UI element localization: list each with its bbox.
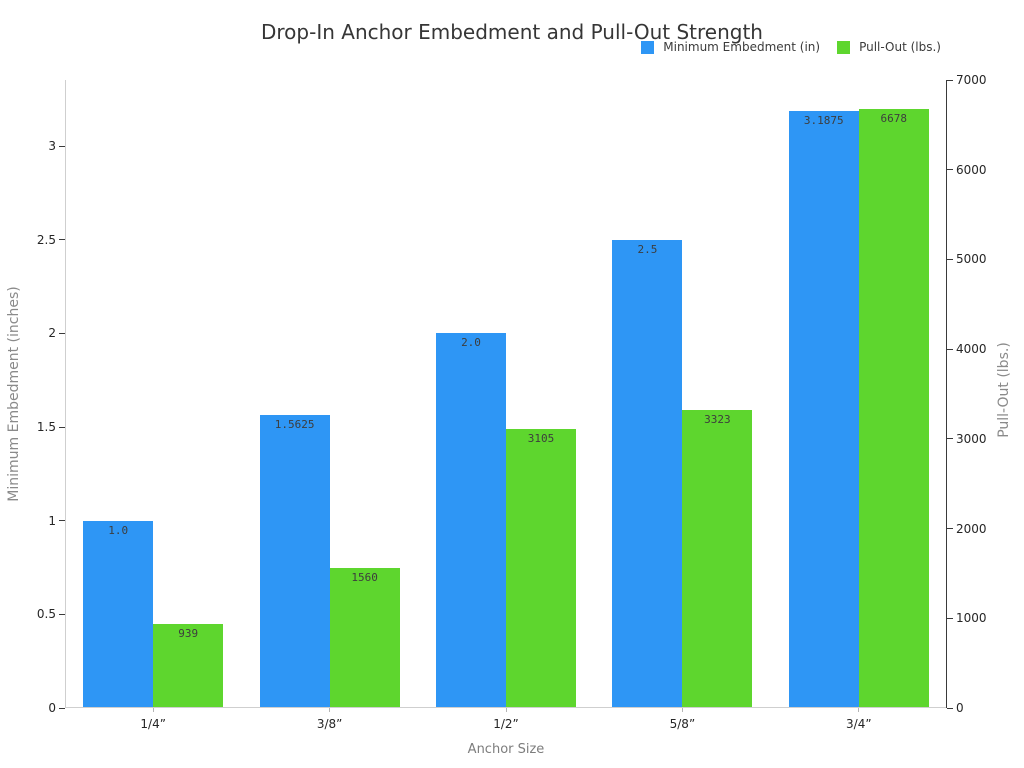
x-axis-tick-label: 3/8” (316, 717, 343, 731)
x-axis-tick (505, 708, 507, 712)
bar-value-label: 6678 (880, 111, 908, 125)
bar-embedment-4 (612, 239, 683, 707)
left-axis-tick-label: 0.5 (36, 607, 56, 622)
bar-pullout-2 (329, 568, 400, 707)
legend-swatch-icon (641, 40, 655, 54)
plot-area: Anchor Size 0 0.5 1 1.5 2 2.5 3 0 1000 2000 3000 40… (37, 73, 987, 757)
chart-title: Drop-In Anchor Embedment and Pull-Out St… (261, 20, 763, 44)
bar-value-label: 939 (178, 626, 199, 640)
bar-value-label: 3323 (704, 412, 731, 426)
x-axis-tick (858, 708, 860, 712)
bar-embedment-1 (83, 520, 154, 707)
right-axis-tick-label: 1000 (956, 611, 987, 626)
legend-label: Pull-Out (lbs.) (859, 40, 941, 54)
left-axis-spine (65, 80, 66, 708)
left-axis-tick-label: 3 (48, 139, 56, 153)
left-axis-tick (59, 707, 65, 709)
left-axis-tick-label: 1 (48, 513, 56, 528)
right-axis-tick (947, 528, 953, 530)
right-axis-tick-label: 0 (956, 701, 964, 715)
x-axis-tick-label: 5/8” (669, 717, 696, 731)
bar-embedment-5 (788, 110, 859, 707)
right-axis-tick-label: 5000 (956, 252, 987, 267)
bar-value-label: 1560 (351, 571, 378, 585)
right-axis-tick-label: 4000 (956, 342, 987, 357)
right-axis-tick (947, 258, 953, 260)
left-axis-tick-label: 2.5 (36, 232, 56, 247)
left-axis-tick (59, 332, 65, 334)
left-axis-tick-label: 0 (48, 701, 56, 715)
bar-value-label: 1.0 (108, 523, 129, 537)
bar-value-label: 3.1875 (803, 113, 844, 127)
legend-label: Minimum Embedment (in) (663, 40, 821, 54)
x-axis-tick-label: 3/4” (846, 717, 872, 731)
left-axis-tick-label: 2 (48, 326, 56, 341)
right-axis-tick-label: 7000 (956, 73, 987, 87)
bar-pullout-1 (153, 623, 224, 707)
bar-pullout-5 (858, 108, 929, 707)
bar-value-label: 1.5625 (274, 418, 315, 432)
left-axis-tick (59, 145, 65, 147)
right-axis-spine (946, 80, 947, 708)
left-axis-tick (59, 520, 65, 522)
right-axis-tick (947, 79, 953, 81)
right-axis-tick-label: 6000 (956, 162, 987, 177)
x-axis-tick-label: 1/2” (493, 717, 519, 731)
legend: Minimum Embedment (in) Pull-Out (lbs.) (641, 40, 941, 54)
x-axis-tick-label: 1/4” (140, 717, 166, 731)
left-axis-tick (59, 613, 65, 615)
left-axis-title: Minimum Embedment (inches) (6, 286, 22, 502)
legend-item: Pull-Out (lbs.) (837, 40, 941, 54)
legend-swatch-icon (837, 40, 851, 54)
right-axis-title: Pull-Out (lbs.) (996, 342, 1012, 438)
right-axis-tick-label: 3000 (956, 431, 987, 446)
left-axis-tick-label: 1.5 (36, 420, 56, 434)
right-axis-tick (947, 169, 953, 171)
right-axis-tick (947, 348, 953, 350)
bar-pullout-4 (682, 409, 753, 707)
bar-value-label: 2.5 (637, 242, 658, 256)
bar-embedment-2 (259, 415, 330, 707)
bar-value-label: 3105 (527, 432, 555, 446)
x-axis-tick (681, 708, 683, 712)
x-axis-tick (152, 708, 154, 712)
right-axis-tick-label: 2000 (956, 521, 987, 536)
right-axis-tick (947, 617, 953, 619)
x-axis-spine (65, 707, 947, 708)
bar-value-label: 2.0 (461, 336, 481, 350)
left-axis-tick (59, 426, 65, 428)
left-axis-tick (59, 239, 65, 241)
bar-pullout-3 (506, 429, 576, 707)
x-axis-title: Anchor Size (467, 742, 545, 757)
x-axis-tick (329, 708, 331, 712)
right-axis-tick (947, 438, 953, 440)
legend-item: Minimum Embedment (in) (641, 40, 820, 54)
bar-embedment-3 (436, 333, 506, 707)
right-axis-tick (947, 707, 953, 709)
